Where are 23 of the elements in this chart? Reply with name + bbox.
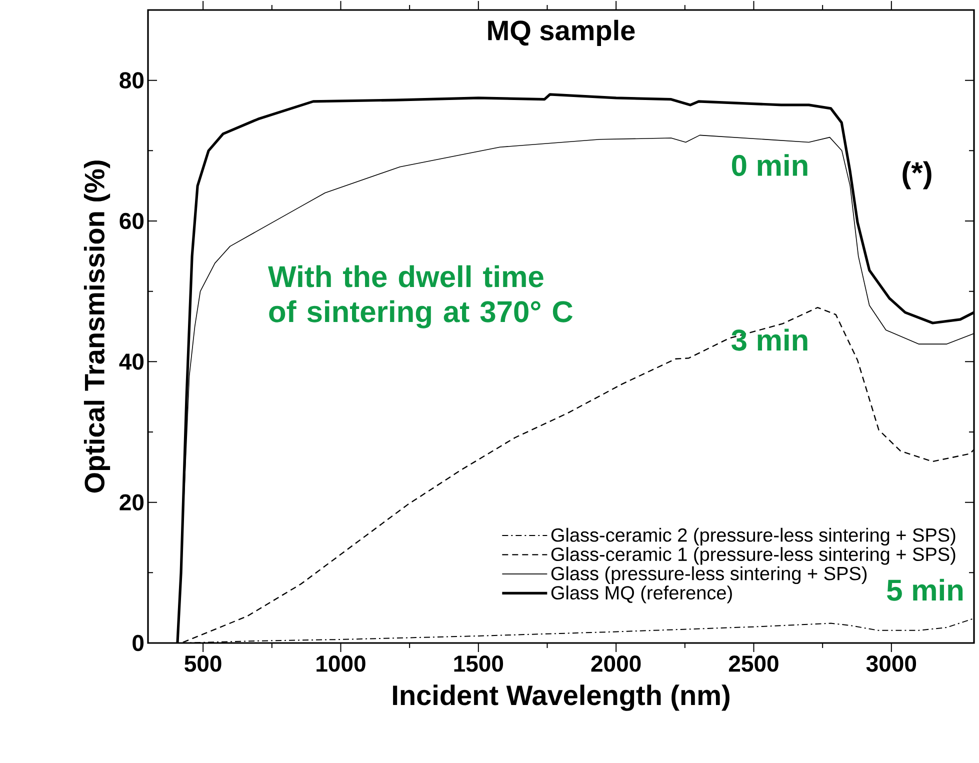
y-tick-label: 60 bbox=[120, 212, 144, 230]
y-axis-title: Optical Transmission (%) bbox=[84, 160, 110, 493]
x-tick-label: 1500 bbox=[454, 656, 504, 672]
y-tick-label: 40 bbox=[119, 354, 144, 370]
x-tick-label: 2500 bbox=[728, 656, 778, 672]
annotation: 3 min bbox=[732, 328, 808, 351]
x-tick-label: 500 bbox=[184, 656, 222, 672]
chart-title: MQ sample bbox=[488, 20, 635, 46]
annotation: (*) bbox=[902, 161, 932, 190]
y-tick-label: 0 bbox=[132, 634, 144, 652]
annotation: 5 min bbox=[887, 578, 963, 601]
annotation: 0 min bbox=[732, 154, 808, 176]
x-tick-label: 3000 bbox=[866, 656, 916, 672]
x-tick-label: 2000 bbox=[591, 656, 641, 672]
x-axis-title: Incident Wavelength (nm) bbox=[393, 684, 730, 711]
x-tick-label: 1000 bbox=[316, 656, 366, 672]
annotation: With the dwell time of sintering at 370° C bbox=[268, 265, 573, 328]
y-tick-label: 20 bbox=[120, 494, 144, 510]
legend-label: Glass-ceramic 2 (pressure-less sintering + SPS) bbox=[551, 528, 956, 546]
legend-label: Glass (pressure-less sintering + SPS) bbox=[551, 566, 867, 584]
y-tick-label: 80 bbox=[120, 72, 144, 88]
legend-label: Glass-ceramic 1 (pressure-less sintering + SPS) bbox=[551, 547, 956, 565]
legend-label: Glass MQ (reference) bbox=[551, 586, 732, 604]
